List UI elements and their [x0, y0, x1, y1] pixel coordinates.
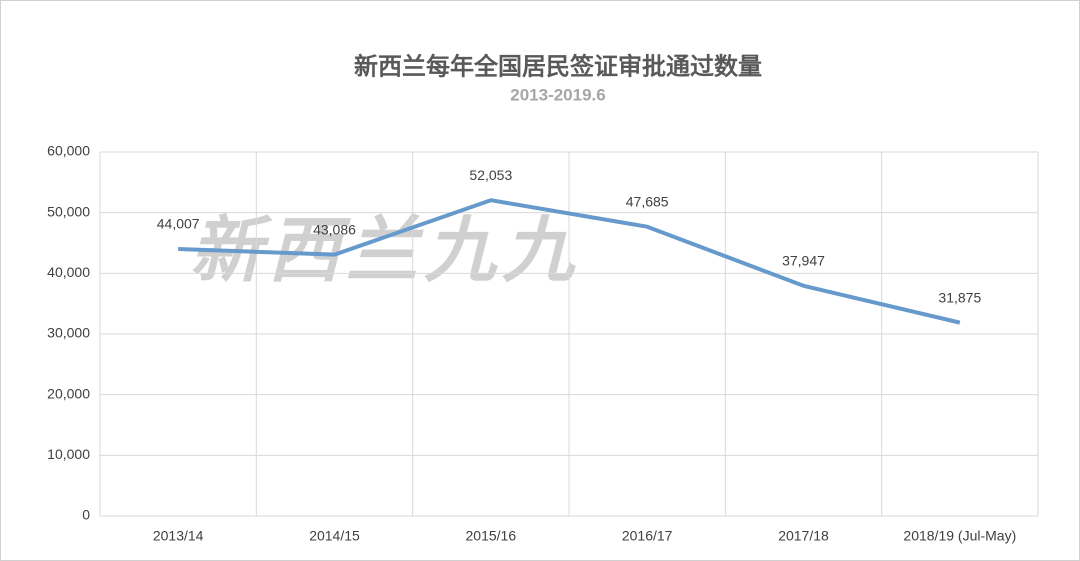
x-tick-label: 2016/17 — [622, 528, 673, 544]
x-tick-label: 2015/16 — [466, 528, 517, 544]
y-tick-label: 0 — [82, 507, 90, 523]
data-label: 43,086 — [313, 221, 356, 237]
x-tick-label: 2017/18 — [778, 528, 829, 544]
data-label: 47,685 — [626, 193, 669, 209]
x-tick-label: 2014/15 — [309, 528, 360, 544]
y-tick-label: 20,000 — [47, 385, 90, 401]
data-label: 52,053 — [469, 167, 512, 183]
x-tick-label: 2013/14 — [153, 528, 204, 544]
data-label: 37,947 — [782, 252, 825, 268]
data-line — [178, 198, 961, 325]
data-label: 31,875 — [938, 289, 981, 305]
chart-title: 新西兰每年全国居民签证审批通过数量 — [354, 52, 762, 80]
data-label: 44,007 — [157, 216, 200, 232]
y-tick-label: 40,000 — [47, 264, 90, 280]
y-tick-label: 60,000 — [47, 143, 90, 159]
y-tick-label: 50,000 — [47, 203, 90, 219]
x-tick-label: 2018/19 (Jul-May) — [903, 528, 1016, 544]
chart-subtitle: 2013-2019.6 — [510, 85, 605, 104]
y-tick-label: 10,000 — [47, 446, 90, 462]
y-tick-label: 30,000 — [47, 325, 90, 341]
